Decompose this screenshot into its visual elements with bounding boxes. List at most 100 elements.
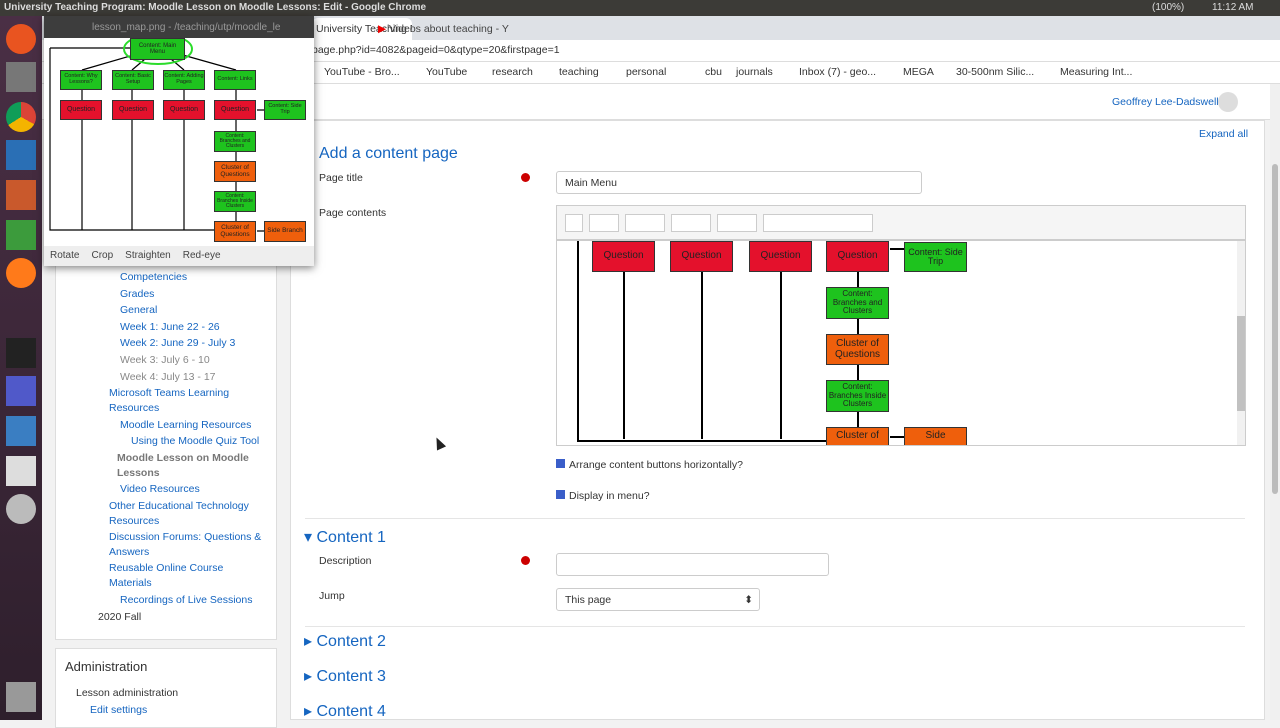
expand-all[interactable]: Expand all bbox=[1199, 128, 1249, 140]
checkbox[interactable] bbox=[556, 490, 565, 499]
bookmark[interactable]: personal bbox=[626, 66, 667, 78]
connector bbox=[577, 241, 827, 442]
bookmark[interactable]: research bbox=[492, 66, 533, 78]
diagram-node: Content: Links bbox=[214, 70, 256, 90]
diagram-node: Content: Adding Pages bbox=[163, 70, 205, 90]
avatar bbox=[1218, 92, 1238, 112]
nav-link[interactable]: Week 4: July 13 - 17 bbox=[120, 371, 216, 383]
nav-link[interactable]: Discussion Forums: Questions & Answers bbox=[109, 531, 262, 558]
user-menu[interactable]: Geoffrey Lee-Dadswell bbox=[1112, 96, 1219, 108]
tool[interactable]: Crop bbox=[91, 250, 114, 261]
scrollbar bbox=[1270, 84, 1280, 720]
dock-icon bbox=[6, 258, 36, 288]
dock-icon bbox=[6, 456, 36, 486]
diagram-node: Content: Branches Inside Clusters bbox=[214, 191, 256, 212]
connector bbox=[81, 90, 264, 232]
nav-link[interactable]: Week 2: June 29 - July 3 bbox=[120, 337, 236, 349]
nav-link[interactable]: Grades bbox=[120, 288, 155, 300]
nav-link[interactable]: Recordings of Live Sessions bbox=[120, 594, 253, 606]
nav-link[interactable]: Week 3: July 6 - 10 bbox=[120, 354, 210, 366]
nav-link[interactable]: Other Educational Technology Resources bbox=[109, 500, 249, 527]
tool-button[interactable] bbox=[589, 214, 619, 232]
nav-link[interactable]: Microsoft Teams Learning Resources bbox=[109, 387, 230, 414]
tool[interactable]: Rotate bbox=[50, 250, 80, 261]
section-title: Content 2 bbox=[316, 633, 386, 650]
tool-button[interactable] bbox=[763, 214, 873, 232]
tool[interactable]: Straighten bbox=[125, 250, 171, 261]
dock-icon bbox=[6, 376, 36, 406]
bookmark[interactable]: YouTube - Bro... bbox=[324, 66, 400, 78]
checkbox-row: Arrange content buttons horizontally? bbox=[556, 459, 743, 471]
bookmark[interactable]: cbu bbox=[705, 66, 722, 78]
tab-title: Videos about teaching - Y bbox=[389, 23, 509, 35]
bookmark[interactable]: YouTube bbox=[426, 66, 468, 78]
section-title: Content 4 bbox=[316, 703, 386, 720]
shape bbox=[123, 38, 193, 65]
diagram-node: Question bbox=[214, 100, 256, 120]
diagram-node: Question bbox=[826, 241, 889, 272]
nav-link[interactable]: General bbox=[120, 304, 158, 316]
bookmark[interactable]: MEGA bbox=[903, 66, 934, 78]
shape bbox=[577, 241, 904, 442]
diagram-node: Question bbox=[749, 241, 812, 272]
tool-button[interactable] bbox=[625, 214, 665, 232]
clock: 11:12 AM bbox=[1212, 2, 1254, 13]
tab[interactable]: ▶ Videos about teaching - Y bbox=[378, 18, 538, 40]
section-toggle[interactable]: ▾ Content 1 bbox=[304, 529, 386, 546]
diagram-node: Question bbox=[670, 241, 733, 272]
diagram-node: Content: Why Lessons? bbox=[60, 70, 102, 90]
address-bar: page.php?id=4082&pageid=0&qtype=20&first… bbox=[42, 40, 1280, 62]
admin-link[interactable]: Edit settings bbox=[90, 704, 148, 716]
bookmark[interactable]: Measuring Int... bbox=[1060, 66, 1133, 78]
dock-icon bbox=[6, 62, 36, 92]
label: Page contents bbox=[319, 207, 387, 219]
nav-link[interactable]: Reusable Online Course Materials bbox=[109, 562, 224, 589]
select-value: This page bbox=[565, 594, 612, 606]
window-title: University Teaching Program: Moodle Less… bbox=[4, 2, 427, 13]
diagram-node: Content: Side Trip bbox=[264, 100, 306, 120]
admin-block: Administration Lesson administration Edi… bbox=[55, 648, 277, 728]
nav-link[interactable]: Week 1: June 22 - 26 bbox=[120, 321, 220, 333]
section-toggle[interactable]: ▸ Content 4 bbox=[304, 703, 386, 720]
text-input[interactable]: Main Menu bbox=[556, 171, 922, 194]
scroll-thumb bbox=[1237, 316, 1245, 411]
tab[interactable]: University Teaching Progr bbox=[312, 18, 412, 40]
toolbar-buttons bbox=[565, 214, 873, 232]
viewer-title: lesson_map.png - /teaching/utp/moodle_le bbox=[92, 22, 281, 33]
dock-icon bbox=[6, 494, 36, 524]
nav-link[interactable]: Moodle Lesson on Moodle Lessons bbox=[117, 452, 249, 479]
nav-link[interactable]: Video Resources bbox=[120, 483, 200, 495]
section-toggle[interactable]: ▸ Content 3 bbox=[304, 668, 386, 685]
nav-link[interactable]: Competencies bbox=[120, 271, 188, 283]
section-toggle[interactable]: ▸ Content 2 bbox=[304, 633, 386, 650]
nav-link[interactable]: 2020 Fall bbox=[98, 611, 142, 623]
divider bbox=[305, 518, 1245, 519]
nav-link[interactable]: Using the Moodle Quiz Tool bbox=[131, 435, 260, 447]
diagram-node: Question bbox=[112, 100, 154, 120]
bookmark[interactable]: journals bbox=[736, 66, 773, 78]
viewer-titlebar: lesson_map.png - /teaching/utp/moodle_le bbox=[44, 16, 314, 38]
bookmark[interactable]: 30-500nm Silic... bbox=[956, 66, 1035, 78]
section-title: Content 1 bbox=[316, 529, 386, 546]
bookmark[interactable]: Inbox (7) - geo... bbox=[799, 66, 877, 78]
diagram-node: Cluster of bbox=[826, 427, 889, 445]
tool[interactable]: Red-eye bbox=[182, 250, 221, 261]
diagram-node: Content: Side Trip bbox=[904, 242, 967, 272]
dock bbox=[0, 16, 42, 720]
tool-button[interactable] bbox=[671, 214, 711, 232]
bookmark[interactable]: teaching bbox=[559, 66, 599, 78]
nav-link[interactable]: Moodle Learning Resources bbox=[120, 419, 252, 431]
diagram-node: Cluster of Questions bbox=[826, 334, 889, 365]
checkbox[interactable] bbox=[556, 459, 565, 468]
label: Page title bbox=[319, 172, 363, 184]
editor-scrollbar bbox=[1237, 241, 1245, 445]
tool-button[interactable] bbox=[565, 214, 583, 232]
battery: (100%) bbox=[1152, 2, 1185, 13]
text-input[interactable] bbox=[556, 553, 829, 576]
diagram-node: Content: Main Menu bbox=[130, 38, 185, 60]
checkbox-row: Display in menu? bbox=[556, 490, 650, 502]
url: page.php?id=4082&pageid=0&qtype=20&first… bbox=[312, 44, 560, 56]
select[interactable]: This page ⬍ bbox=[556, 588, 760, 611]
tool-button[interactable] bbox=[717, 214, 757, 232]
